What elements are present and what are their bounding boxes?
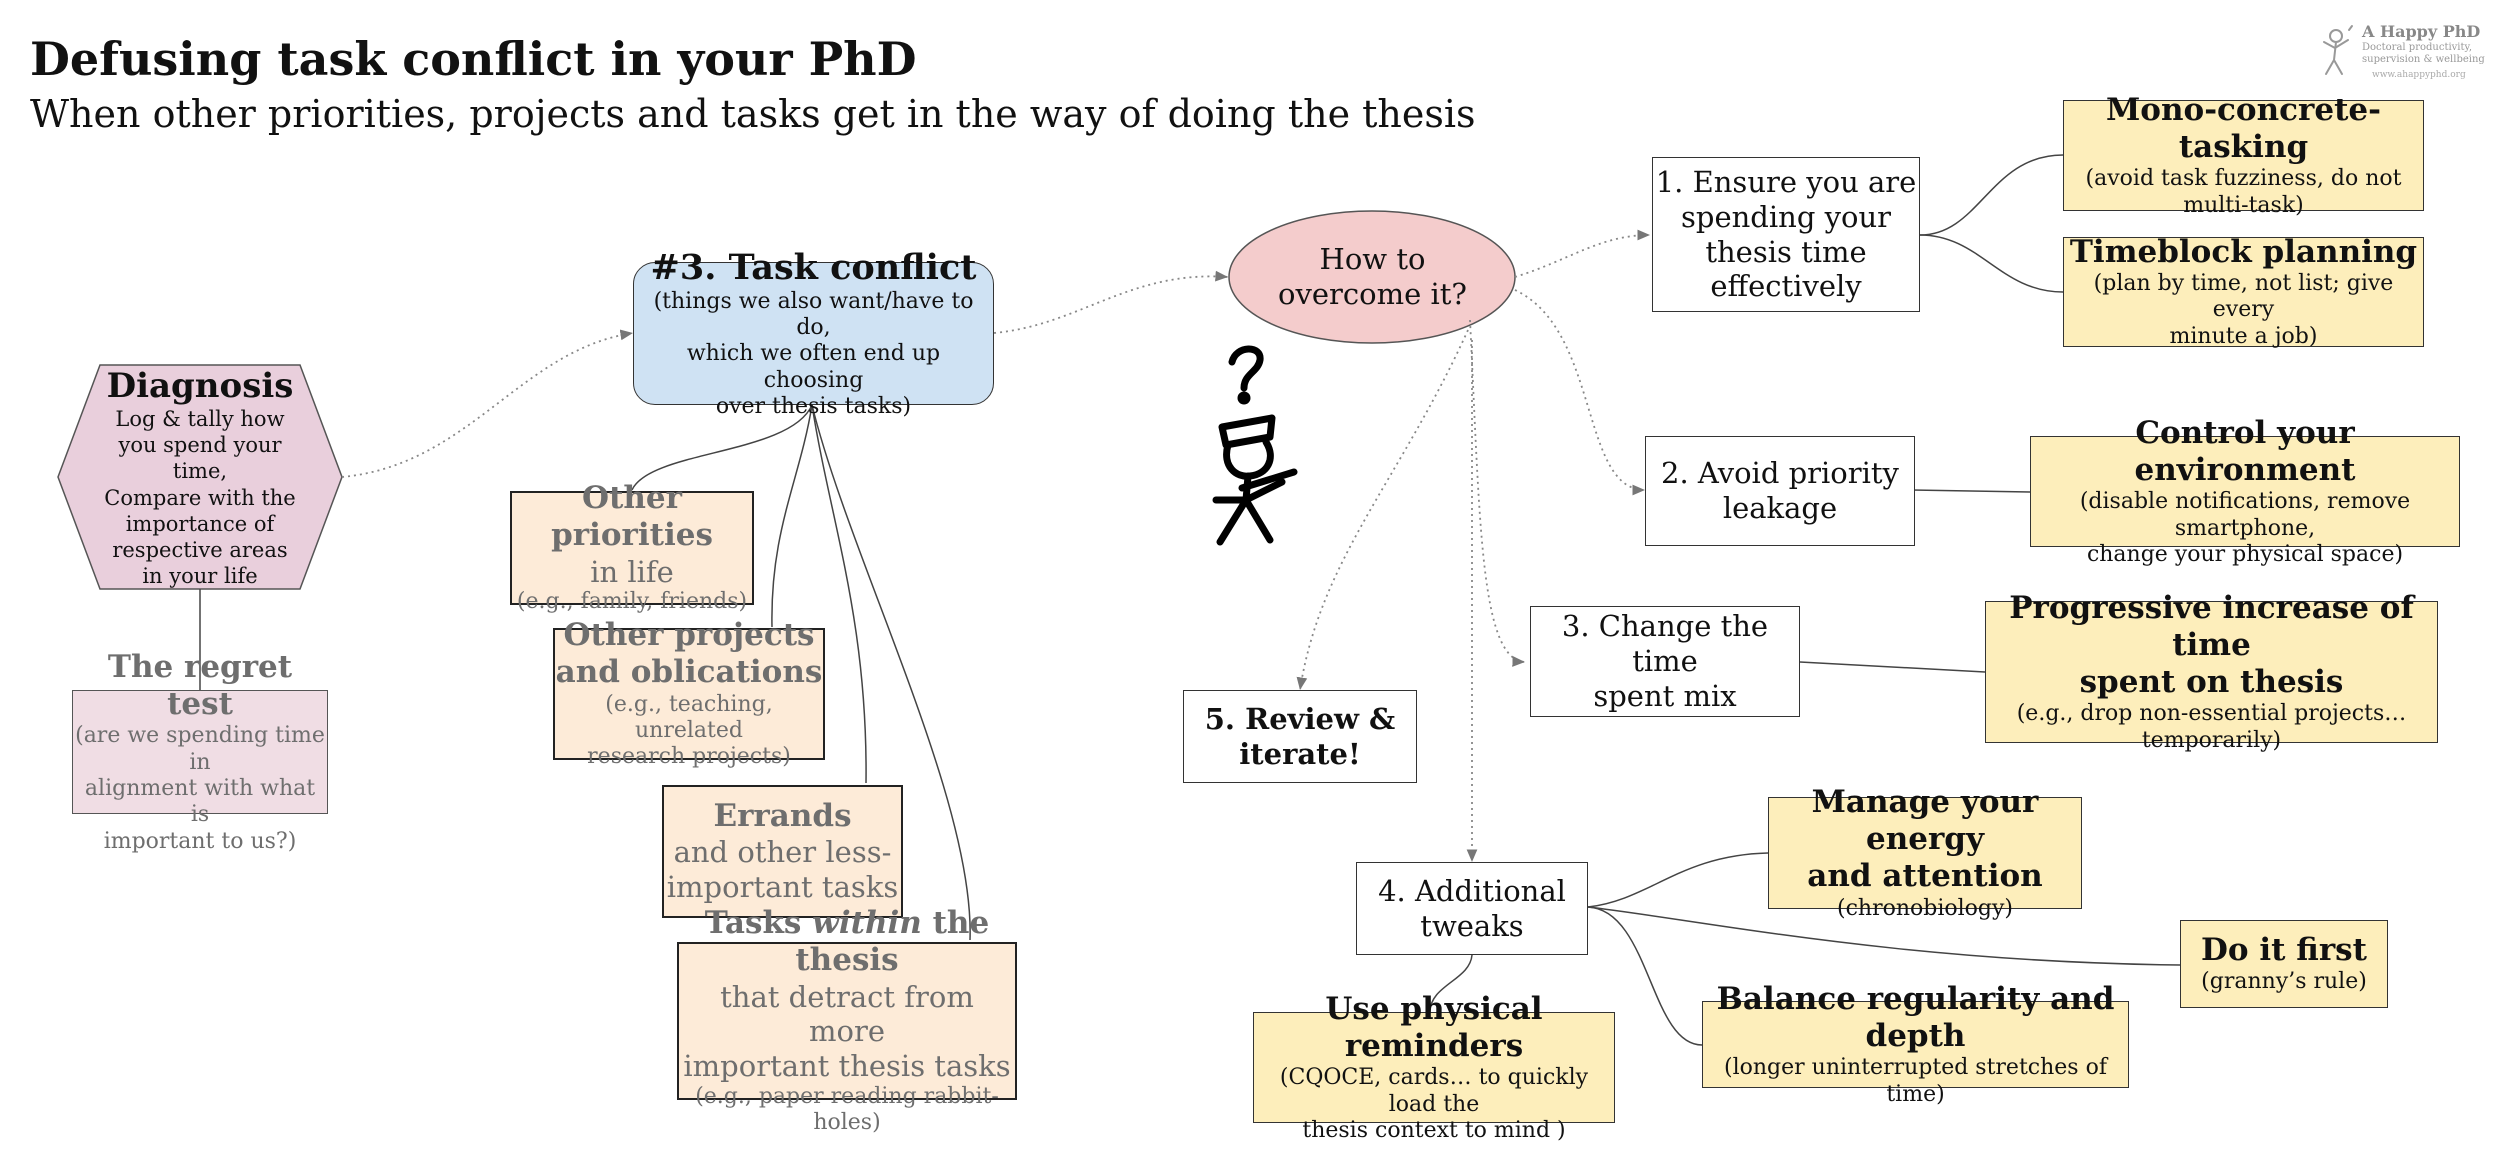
puzzled-stick-figure-icon: [1212, 345, 1298, 546]
diagnosis-node: Diagnosis Log & tally how you spend your t…: [70, 368, 330, 590]
tip-first-title: Do it first: [2201, 932, 2367, 969]
tip-mono-body: (avoid task fuzziness, do not multi-task): [2085, 166, 2402, 218]
errands-body: and other less-important tasks: [666, 835, 899, 905]
link-s4-to-balance: [1587, 906, 1703, 1046]
other-priorities-node: Other priorities in life (e.g., family, …: [510, 480, 754, 614]
strategy-1-node: 1. Ensure you are spending your thesis tim…: [1652, 157, 1920, 312]
link-conflict-to-projects: [771, 404, 813, 628]
tip-do-it-first: Do it first (granny’s rule): [2180, 920, 2388, 1008]
within-thesis-title: Tasks within the thesis: [704, 905, 990, 979]
logo-name: A Happy PhD: [2362, 22, 2481, 41]
within-thesis-body: that detract from more important thesis t…: [683, 979, 1011, 1084]
page-title: Defusing task conflict in your PhD: [30, 32, 917, 86]
regret-test-body: (are we spending time in alignment with w…: [75, 723, 325, 854]
diagnosis-hexagon: [57, 364, 343, 590]
other-priorities-example: (e.g., family, friends): [516, 589, 748, 615]
tip-progressive-body: (e.g., drop non-essential projects… tempo…: [2016, 701, 2407, 753]
link-s3-to-progressive: [1799, 661, 1986, 673]
link-diagnosis-to-conflict: [341, 329, 634, 478]
overcome-node: How to overcome it?: [1278, 242, 1467, 311]
tip-energy-title: Manage your energy and attention: [1807, 784, 2043, 895]
link-s2-to-environment: [1911, 489, 2031, 493]
other-projects-node: Other projects and oblications (e.g., tea…: [553, 617, 825, 769]
task-conflict-node: #3. Task conflict (things we also want/h…: [633, 247, 994, 419]
link-overcome-to-s2: [1514, 289, 1646, 496]
tip-progressive: Progressive increase of time spent on the…: [1985, 590, 2438, 753]
link-conflict-to-priorities: [631, 404, 813, 491]
tip-mono-title: Mono-concrete-tasking: [2105, 91, 2381, 166]
strategy-3-node: 3. Change the time spent mix: [1530, 606, 1800, 717]
strategy-5-node: 5. Review & iterate!: [1183, 690, 1417, 783]
stick-figure-logo-icon: [2323, 25, 2353, 75]
link-overcome-to-s1: [1514, 229, 1651, 278]
logo-url: www.ahappyphd.org: [2372, 70, 2466, 80]
diagnosis-title: Diagnosis: [106, 366, 294, 407]
tip-timeblock: Timeblock planning (plan by time, not li…: [2063, 233, 2424, 349]
tip-progressive-title: Progressive increase of time spent on the…: [2009, 589, 2414, 701]
link-overcome-to-s5: [1296, 329, 1469, 691]
tip-environment-title: Control your environment: [2134, 414, 2356, 488]
logo: A Happy PhD Doctoral productivity, superv…: [2310, 20, 2485, 85]
tip-reminders-title: Use physical reminders: [1325, 990, 1543, 1064]
other-priorities-title: Other priorities: [551, 480, 713, 554]
other-priorities-plain: in life: [590, 554, 674, 589]
tip-energy: Manage your energy and attention (chronob…: [1768, 784, 2082, 921]
tip-balance-title: Balance regularity and depth: [1716, 980, 2115, 1055]
tip-environment-body: (disable notifications, remove smartphon…: [2079, 489, 2411, 567]
errands-title: Errands: [713, 798, 852, 835]
errands-node: Errands and other less-important tasks: [662, 785, 903, 918]
logo-tagline: Doctoral productivity, supervision & well…: [2362, 42, 2485, 65]
within-thesis-example: (e.g., paper reading rabbit-holes): [695, 1084, 999, 1136]
tip-balance: Balance regularity and depth (longer uni…: [1702, 981, 2129, 1107]
tip-timeblock-title: Timeblock planning: [2069, 233, 2418, 270]
link-overcome-to-s3: [1469, 319, 1526, 667]
page-subtitle: When other priorities, projects and task…: [30, 92, 1476, 136]
link-s4-to-first: [1587, 906, 2181, 966]
link-s1-to-timeblock: [1919, 234, 2064, 293]
tip-timeblock-body: (plan by time, not list; give every minut…: [2093, 271, 2394, 349]
strategy-2-node: 2. Avoid priority leakage: [1645, 436, 1915, 546]
link-conflict-to-within: [811, 404, 971, 941]
link-s1-to-mono: [1919, 154, 2064, 236]
within-thesis-node: Tasks within the thesis that detract fro…: [677, 905, 1017, 1135]
tip-energy-body: (chronobiology): [1837, 895, 2013, 921]
link-s4-to-reminders: [1429, 954, 1473, 1013]
other-projects-title: Other projects and oblications: [555, 617, 823, 691]
tip-mono-tasking: Mono-concrete-tasking (avoid task fuzzin…: [2063, 92, 2424, 218]
strategy-4-node: 4. Additional tweaks: [1356, 862, 1588, 955]
tip-reminders-body: (CQOCE, cards… to quickly load the thesis…: [1279, 1065, 1589, 1143]
tip-balance-body: (longer uninterrupted stretches of time): [1724, 1055, 2107, 1107]
other-projects-example: (e.g., teaching, unrelated research proje…: [587, 691, 791, 770]
tip-reminders: Use physical reminders (CQOCE, cards… to…: [1253, 991, 1615, 1143]
task-conflict-title: #3. Task conflict: [650, 246, 977, 288]
tip-first-body: (granny’s rule): [2201, 969, 2367, 995]
regret-test-node: The regret test (are we spending time in…: [72, 649, 328, 854]
link-s4-to-energy: [1587, 852, 1769, 908]
diagnosis-body: Log & tally how you spend your time, Compar…: [104, 406, 296, 589]
link-conflict-to-overcome: [993, 270, 1229, 334]
regret-test-title: The regret test: [107, 648, 293, 723]
link-conflict-to-errands: [811, 404, 867, 784]
tip-environment: Control your environment (disable notifi…: [2030, 415, 2460, 567]
task-conflict-body: (things we also want/have to do, which we…: [653, 288, 974, 420]
